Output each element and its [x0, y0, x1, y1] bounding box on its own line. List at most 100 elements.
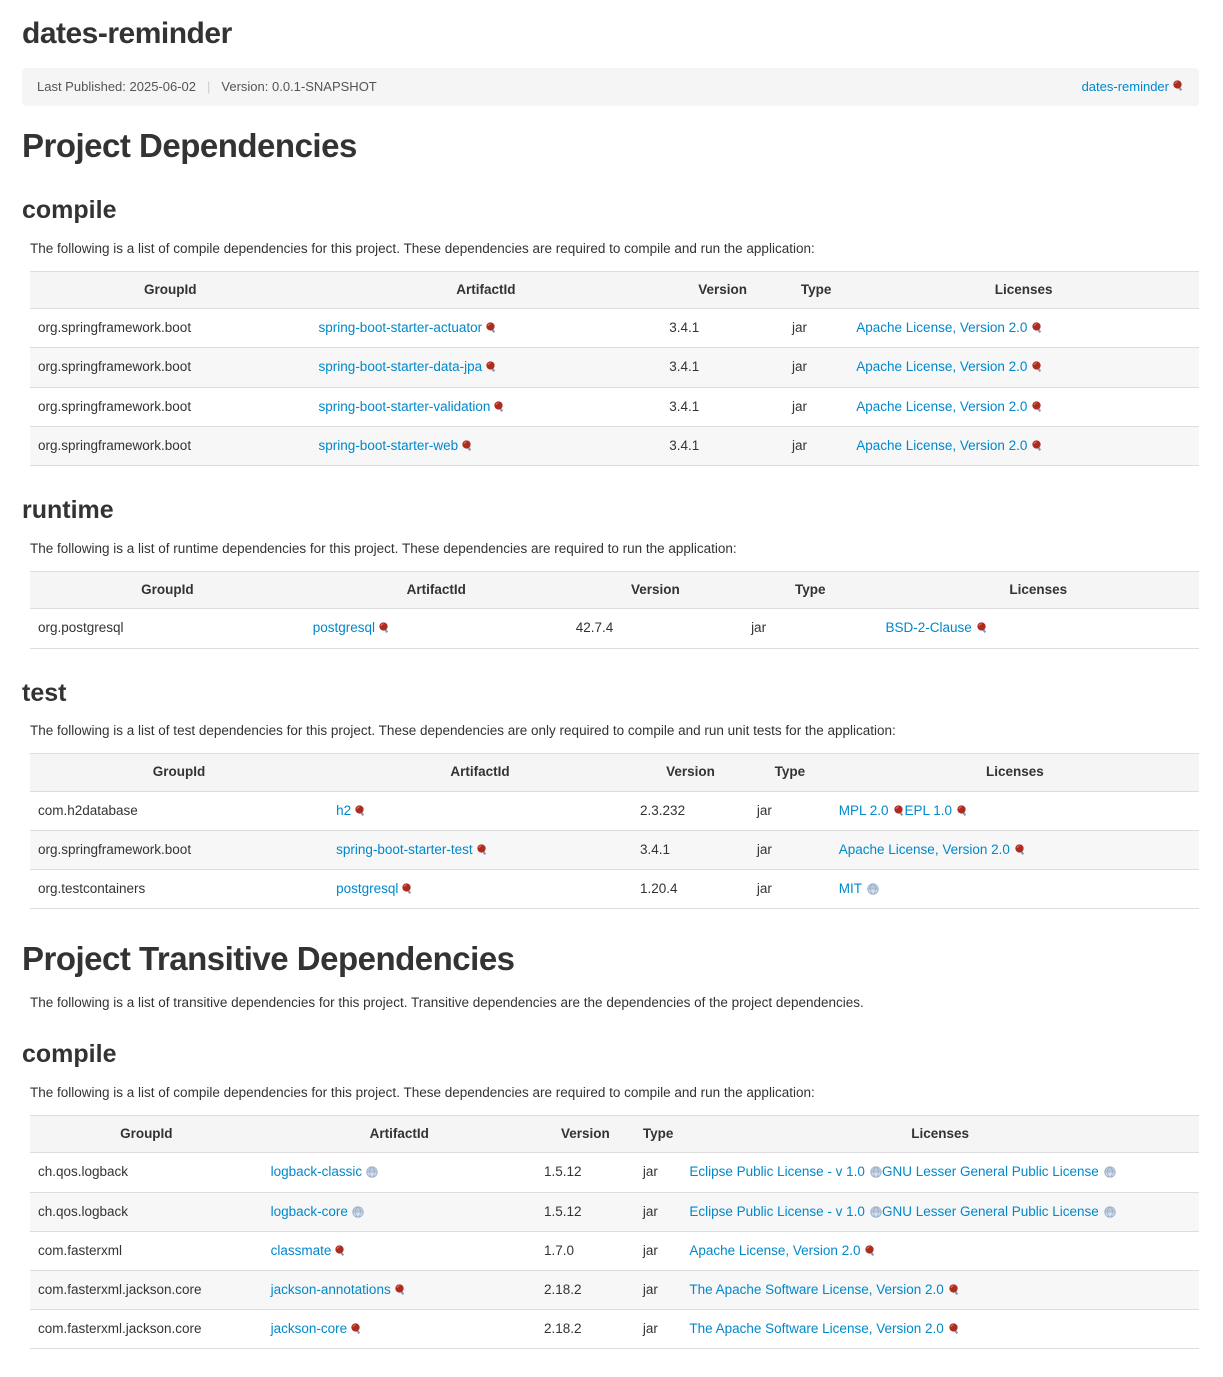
- artifactid-cell: h2: [328, 791, 633, 831]
- column-header-version: Version: [535, 1115, 635, 1154]
- version-text: Version: 0.0.1-SNAPSHOT: [221, 78, 377, 94]
- artifactid-cell: spring-boot-starter-actuator: [310, 308, 662, 349]
- banner-separator: |: [207, 78, 211, 94]
- groupid-cell: org.springframework.boot: [30, 830, 329, 871]
- transitive-intro-text: The following is a list of transitive de…: [30, 994, 864, 1010]
- version-cell: 1.7.0: [535, 1231, 635, 1271]
- license-link[interactable]: GNU Lesser General Public License: [881, 1203, 1099, 1219]
- column-header-version: Version: [661, 271, 784, 310]
- heading-project-transitive-dependencies: Project Transitive Dependencies: [22, 940, 515, 978]
- external-link-seal-icon: [351, 1323, 361, 1335]
- artifact-link[interactable]: postgresql: [336, 881, 399, 897]
- licenses-cell: Eclipse Public License - v 1.0 GNU Lesser…: [681, 1192, 1199, 1232]
- page-title: dates-reminder: [22, 17, 232, 50]
- artifact-link[interactable]: spring-boot-starter-validation: [318, 398, 491, 414]
- version-cell: 1.5.12: [535, 1192, 635, 1232]
- external-link-seal-icon: [949, 1284, 958, 1296]
- banner-right: dates-reminder: [1082, 78, 1184, 96]
- type-cell: jar: [634, 1270, 682, 1311]
- artifactid-cell: spring-boot-starter-web: [310, 426, 662, 467]
- artifactid-cell: spring-boot-starter-validation: [310, 387, 662, 427]
- artifact-link[interactable]: spring-boot-starter-web: [318, 437, 459, 453]
- external-link-seal-icon: [486, 361, 496, 373]
- licenses-cell: Apache License, Version 2.0: [848, 347, 1199, 388]
- artifact-link[interactable]: h2: [336, 802, 352, 818]
- column-header-groupid: GroupId: [30, 571, 305, 610]
- table-header-row: GroupId ArtifactId Version Type Licenses: [30, 271, 1199, 310]
- last-published-text: Last Published: 2025-06-02: [37, 78, 197, 94]
- artifactid-cell: jackson-core: [262, 1309, 536, 1350]
- license-link[interactable]: Eclipse Public License - v 1.0: [689, 1203, 865, 1219]
- license-link[interactable]: Eclipse Public License - v 1.0: [689, 1164, 865, 1180]
- license-link[interactable]: Apache License, Version 2.0: [856, 359, 1028, 375]
- version-cell: 3.4.1: [661, 387, 784, 427]
- groupid-cell: org.springframework.boot: [30, 387, 311, 427]
- column-header-type: Type: [748, 753, 831, 792]
- version-cell: 1.5.12: [535, 1152, 635, 1193]
- license-link[interactable]: EPL 1.0: [904, 802, 953, 818]
- license-link[interactable]: MIT: [838, 881, 862, 897]
- column-header-licenses: Licenses: [681, 1115, 1199, 1154]
- dependency-row: org.springframework.boot spring-boot-star…: [30, 387, 1199, 427]
- artifact-link[interactable]: spring-boot-starter-test: [336, 841, 473, 857]
- column-header-licenses: Licenses: [848, 271, 1199, 310]
- column-header-groupid: GroupId: [30, 753, 329, 792]
- license-link[interactable]: MPL 2.0: [838, 802, 889, 818]
- publish-banner: Last Published: 2025-06-02 | Version: 0.…: [22, 67, 1199, 106]
- groupid-cell: com.fasterxml.jackson.core: [30, 1309, 263, 1350]
- column-header-artifactid: ArtifactId: [310, 271, 662, 310]
- external-link-seal-icon: [462, 440, 472, 451]
- license-link[interactable]: BSD-2-Clause: [885, 620, 972, 636]
- groupid-cell: org.testcontainers: [30, 869, 329, 910]
- license-link[interactable]: Apache License, Version 2.0: [856, 320, 1028, 336]
- license-link[interactable]: Apache License, Version 2.0: [856, 398, 1028, 414]
- license-link[interactable]: GNU Lesser General Public License: [881, 1164, 1099, 1180]
- artifact-link[interactable]: postgresql: [312, 620, 375, 636]
- artifact-link[interactable]: spring-boot-starter-actuator: [318, 320, 483, 336]
- dependency-row: org.postgresql postgresql 42.7.4 jar BSD-2-C…: [30, 608, 1199, 649]
- artifact-link[interactable]: classmate: [270, 1242, 332, 1258]
- column-header-type: Type: [634, 1115, 682, 1154]
- artifactid-cell: logback-classic: [262, 1152, 536, 1193]
- project-info-page: dates-reminder Last Published: 2025-06-0…: [22, 17, 1199, 1350]
- external-link-seal-icon: [1015, 844, 1025, 855]
- project-home-link[interactable]: dates-reminder: [1081, 78, 1169, 94]
- type-cell: jar: [634, 1231, 682, 1271]
- artifact-link[interactable]: jackson-annotations: [270, 1281, 391, 1297]
- license-link[interactable]: Apache License, Version 2.0: [838, 841, 1010, 857]
- transitive-compile-intro-text: The following is a list of compile depen…: [30, 1084, 815, 1100]
- license-link[interactable]: Apache License, Version 2.0: [856, 437, 1028, 453]
- table-header-row: GroupId ArtifactId Version Type Licenses: [30, 753, 1199, 792]
- column-header-version: Version: [567, 571, 744, 610]
- artifact-link[interactable]: jackson-core: [270, 1321, 348, 1337]
- licenses-cell: The Apache Software License, Version 2.0: [681, 1309, 1199, 1350]
- artifactid-cell: postgresql: [304, 608, 568, 649]
- groupid-cell: com.fasterxml: [30, 1231, 263, 1271]
- license-link[interactable]: Apache License, Version 2.0: [689, 1242, 861, 1258]
- artifact-link[interactable]: spring-boot-starter-data-jpa: [318, 359, 483, 375]
- artifact-link[interactable]: logback-core: [270, 1203, 348, 1219]
- version-cell: 1.20.4: [632, 869, 749, 910]
- external-link-seal-icon: [1032, 400, 1042, 412]
- heading-transitive-compile: compile: [22, 1040, 117, 1069]
- dependency-row: org.springframework.boot spring-boot-star…: [30, 308, 1199, 349]
- column-header-artifactid: ArtifactId: [304, 571, 568, 610]
- external-link-seal-icon: [477, 844, 486, 855]
- test-intro-text: The following is a list of test dependen…: [30, 723, 896, 739]
- external-link-seal-icon: [949, 1323, 958, 1335]
- globe-icon: [1104, 1166, 1116, 1178]
- licenses-cell: The Apache Software License, Version 2.0: [681, 1270, 1199, 1311]
- column-header-version: Version: [632, 753, 749, 792]
- license-link[interactable]: The Apache Software License, Version 2.0: [689, 1321, 944, 1337]
- external-link-seal-icon: [1032, 322, 1042, 334]
- dependency-row: ch.qos.logback logback-core 1.5.12 jar Eclip…: [30, 1192, 1199, 1232]
- type-cell: jar: [783, 308, 849, 349]
- artifact-link[interactable]: logback-classic: [270, 1164, 363, 1180]
- external-link-seal-icon: [355, 805, 365, 816]
- transitive-compile-dependencies-table: GroupId ArtifactId Version Type Licenses ch.q…: [30, 1115, 1199, 1350]
- version-cell: 2.3.232: [632, 791, 749, 831]
- licenses-cell: Apache License, Version 2.0: [848, 308, 1199, 349]
- type-cell: jar: [634, 1192, 682, 1232]
- licenses-cell: Apache License, Version 2.0: [848, 387, 1199, 427]
- license-link[interactable]: The Apache Software License, Version 2.0: [689, 1281, 944, 1297]
